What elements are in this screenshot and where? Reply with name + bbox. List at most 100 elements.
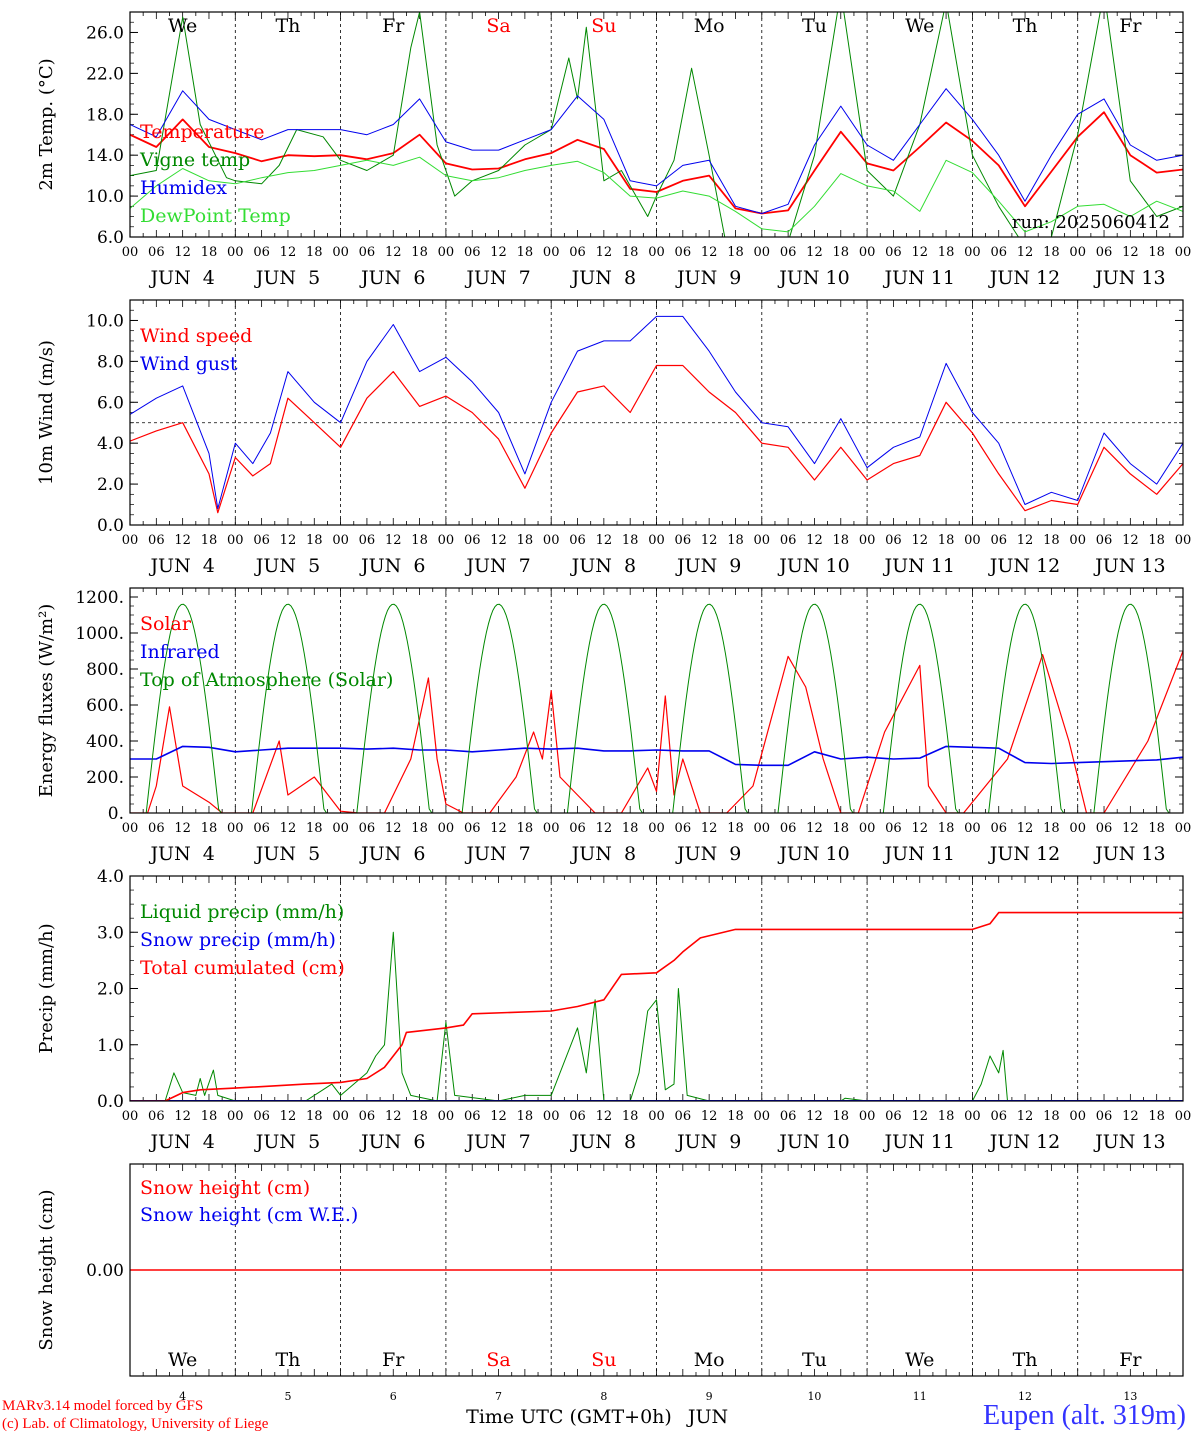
hour-tick-label: 18 [1043, 1109, 1060, 1124]
hour-tick-label: 00 [332, 245, 349, 260]
date-label: JUN 9 [675, 843, 741, 865]
hour-tick-label: 00 [543, 1109, 560, 1124]
hour-tick-label: 18 [938, 1109, 955, 1124]
hour-tick-label: 06 [990, 533, 1007, 548]
hour-tick-label: 06 [780, 533, 797, 548]
series-line [130, 156, 1183, 233]
y-tick-label: 1.0 [97, 1036, 124, 1056]
y-tick-label: 4.0 [97, 434, 124, 454]
hour-tick-label: 00 [1069, 245, 1086, 260]
hour-tick-label: 12 [1017, 533, 1034, 548]
hour-tick-label: 18 [833, 1109, 850, 1124]
panel-3: 0. 200. 400. 600. 800. 1000. 1200. Energy fluxe… [36, 587, 1192, 865]
hour-tick-label: 00 [859, 245, 876, 260]
hour-tick-label: 06 [253, 1109, 270, 1124]
day-name-label: We [168, 15, 197, 37]
date-label: JUN 12 [988, 843, 1060, 865]
legend-entry: Liquid precip (mm/h) [140, 901, 344, 923]
hour-tick-label: 18 [622, 533, 639, 548]
series-group [130, 12, 1183, 237]
hour-tick-label: 12 [806, 533, 823, 548]
hour-tick-label: 06 [464, 821, 481, 836]
y-tick-label: 1200. [75, 588, 124, 608]
hour-tick-label: 06 [885, 245, 902, 260]
date-label: JUN 6 [359, 267, 425, 289]
date-label: JUN 13 [1093, 1131, 1165, 1153]
plot-frame [129, 1163, 1184, 1377]
hour-tick-label: 06 [359, 1109, 376, 1124]
footer-credits: MARv3.14 model forced by GFS (c) Lab. of… [2, 1397, 268, 1433]
y-tick-label: 26.0 [86, 23, 124, 43]
series-group [130, 911, 1183, 1101]
hour-tick-label: 18 [306, 533, 323, 548]
hour-tick-label: 00 [964, 821, 981, 836]
hour-tick-label: 00 [859, 821, 876, 836]
panel-1: 6.0 10.0 14.0 18.0 22.0 26.0 2m Temp. (°C) Temp… [36, 11, 1191, 289]
day-name-label: Su [591, 15, 616, 37]
hour-tick-label: 00 [754, 533, 771, 548]
hour-tick-label: 12 [701, 821, 718, 836]
hour-tick-label: 06 [675, 533, 692, 548]
day-number-label: 12 [1018, 1390, 1032, 1403]
series-line [130, 88, 1183, 214]
series-line [130, 111, 1183, 215]
hour-tick-label: 00 [122, 1109, 139, 1124]
date-label: JUN 9 [675, 267, 741, 289]
day-name-label: Mo [694, 15, 725, 37]
legend-entry: Total cumulated (cm) [140, 957, 345, 979]
legend-entry: Temperature [140, 121, 264, 143]
day-name-label: Tu [802, 1349, 827, 1371]
hour-tick-label: 12 [385, 1109, 402, 1124]
hour-tick-label: 18 [727, 1109, 744, 1124]
series-line [130, 745, 1183, 767]
y-tick-label: 8.0 [97, 352, 124, 372]
hour-tick-label: 12 [806, 821, 823, 836]
legend-entry: Wind gust [140, 353, 238, 375]
date-label: JUN 7 [464, 1131, 530, 1153]
date-label: JUN 13 [1093, 267, 1165, 289]
plot-frame [129, 11, 1184, 238]
hour-tick-label: 06 [990, 821, 1007, 836]
hour-tick-label: 00 [964, 1109, 981, 1124]
day-number-label: 4 [179, 1390, 186, 1403]
date-label: JUN 11 [883, 1131, 955, 1153]
hour-tick-label: 12 [596, 821, 613, 836]
hour-tick-label: 12 [1122, 245, 1139, 260]
hour-tick-label: 00 [1175, 821, 1192, 836]
date-label: JUN 10 [777, 267, 849, 289]
hour-tick-label: 00 [964, 245, 981, 260]
y-tick-label: 0.00 [86, 1261, 124, 1281]
hour-tick-label: 06 [569, 533, 586, 548]
hour-tick-label: 12 [1122, 1109, 1139, 1124]
day-name-label: Th [275, 15, 300, 37]
plot-frame [129, 587, 1184, 814]
date-label: JUN 7 [464, 843, 530, 865]
date-label: JUN 6 [359, 1131, 425, 1153]
series-line [130, 364, 1183, 514]
date-label: JUN 7 [464, 267, 530, 289]
hour-tick-label: 06 [885, 1109, 902, 1124]
hour-tick-label: 00 [648, 245, 665, 260]
hour-tick-label: 00 [438, 821, 455, 836]
hour-tick-label: 18 [833, 245, 850, 260]
hour-tick-label: 12 [490, 245, 507, 260]
hour-tick-label: 18 [201, 533, 218, 548]
day-name-label: Tu [802, 15, 827, 37]
hour-tick-label: 06 [675, 245, 692, 260]
day-number-label: 10 [807, 1390, 821, 1403]
hour-tick-label: 18 [306, 245, 323, 260]
credit-line: (c) Lab. of Climatology, University of L… [2, 1416, 269, 1432]
hour-tick-label: 12 [1017, 245, 1034, 260]
hour-tick-label: 00 [648, 1109, 665, 1124]
hour-tick-label: 06 [359, 245, 376, 260]
hour-tick-label: 06 [1096, 245, 1113, 260]
date-label: JUN 6 [359, 843, 425, 865]
date-label: JUN 13 [1093, 555, 1165, 577]
y-tick-label: 400. [86, 732, 124, 752]
date-label: JUN 4 [148, 267, 214, 289]
hour-tick-label: 06 [780, 821, 797, 836]
hour-tick-label: 00 [1069, 533, 1086, 548]
hour-tick-label: 00 [227, 245, 244, 260]
y-tick-label: 14.0 [86, 146, 124, 166]
day-name-label: We [905, 15, 934, 37]
